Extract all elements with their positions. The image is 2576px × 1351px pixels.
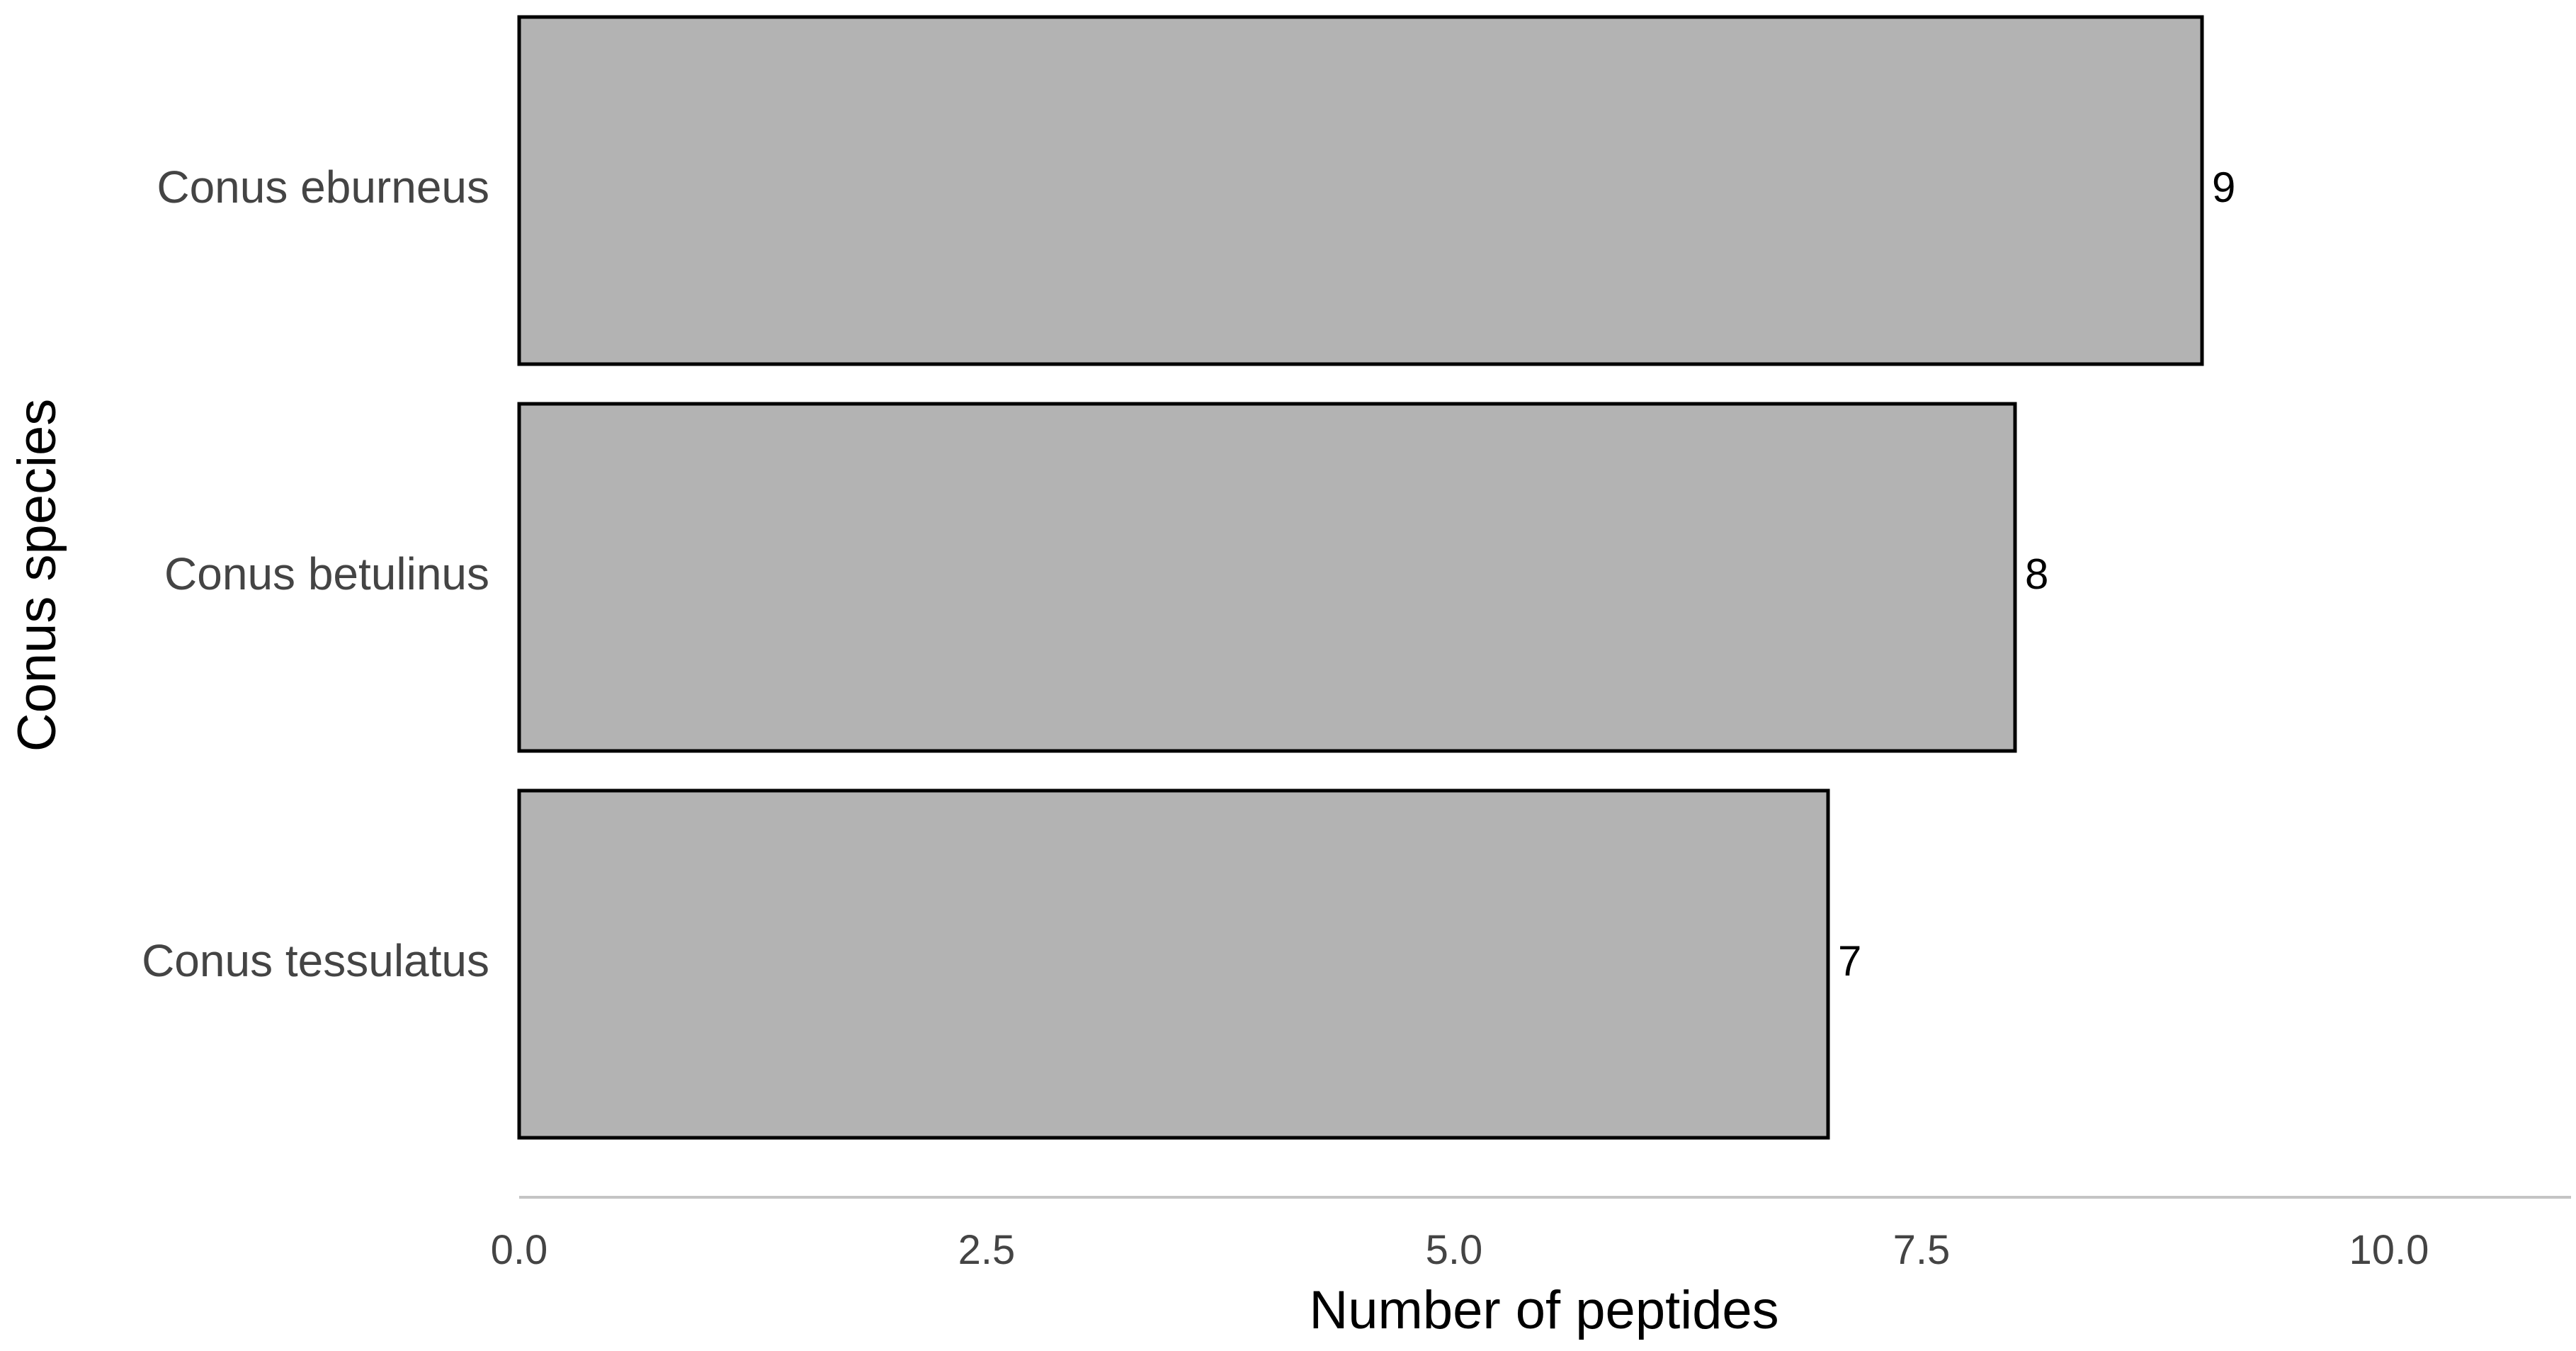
category-label: Conus tessulatus	[142, 935, 489, 986]
bars-layer	[517, 15, 2204, 1140]
data-label: 9	[2212, 164, 2235, 211]
data-label: 8	[2025, 550, 2048, 598]
x-tick-label: 0.0	[491, 1227, 548, 1273]
x-tick-label: 10.0	[2349, 1227, 2429, 1273]
data-label: 7	[1838, 937, 1861, 985]
data-labels: 9 8 7	[1838, 164, 2235, 985]
bar-2	[517, 788, 1830, 1140]
x-tick-label: 5.0	[1426, 1227, 1483, 1273]
category-label: Conus betulinus	[164, 548, 489, 599]
category-labels: Conus eburneus Conus betulinus Conus tessu…	[142, 162, 489, 986]
bar-0	[517, 15, 2204, 366]
x-tick-label: 2.5	[958, 1227, 1016, 1273]
bar-1	[517, 402, 2017, 753]
y-axis-title: Conus species	[7, 399, 67, 752]
x-axis-title: Number of peptides	[1309, 1280, 1778, 1340]
x-tick-label: 7.5	[1893, 1227, 1951, 1273]
category-label: Conus eburneus	[157, 162, 489, 213]
x-tick-labels: 0.0 2.5 5.0 7.5 10.0	[491, 1227, 2429, 1273]
